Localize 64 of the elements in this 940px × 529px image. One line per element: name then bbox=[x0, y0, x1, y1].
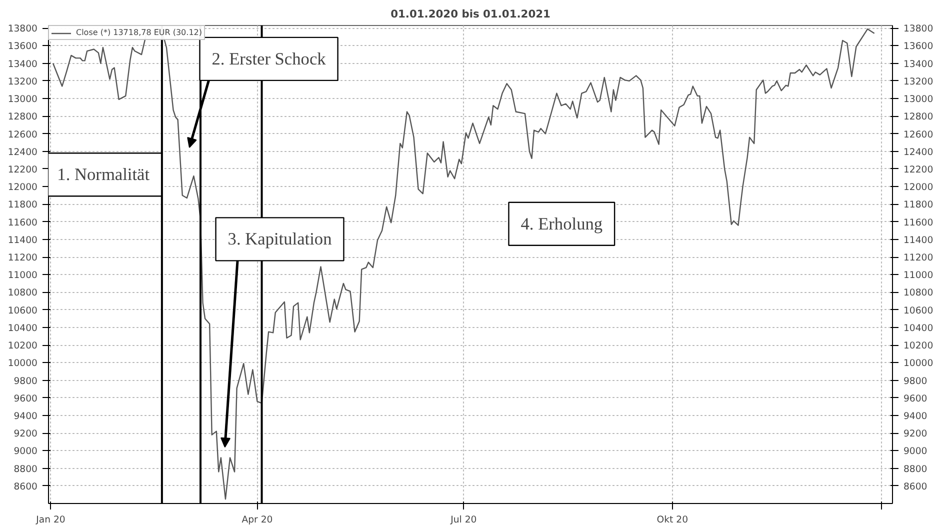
y-tick-label: 11400 bbox=[8, 234, 38, 246]
y-tick-label: 11800 bbox=[8, 200, 38, 211]
y2-tick-label: 9400 bbox=[904, 410, 928, 422]
y-tick-label: 10600 bbox=[8, 305, 38, 316]
y-tick-label: 11200 bbox=[8, 252, 38, 264]
y2-tick-label: 10800 bbox=[904, 288, 934, 299]
y2-tick-label: 8800 bbox=[904, 464, 928, 475]
annotation: 3. Kapitulation bbox=[228, 230, 332, 249]
y-tick-label: 13400 bbox=[8, 58, 38, 70]
y-tick-label: 13000 bbox=[8, 94, 38, 106]
x-tick-label: Okt 20 bbox=[656, 514, 688, 526]
y-tick-label: 12600 bbox=[8, 129, 38, 140]
y2-tick-label: 11200 bbox=[904, 252, 934, 264]
y-tick-label: 12400 bbox=[8, 146, 38, 158]
y2-tick-label: 10400 bbox=[904, 322, 934, 334]
y-tick-label: 8800 bbox=[14, 464, 38, 475]
y-tick-label: 9600 bbox=[14, 393, 38, 404]
y-tick-label: 9400 bbox=[14, 410, 38, 422]
y2-tick-label: 9200 bbox=[904, 428, 928, 440]
y-tick-label: 9800 bbox=[14, 376, 38, 387]
y2-tick-label: 10200 bbox=[904, 340, 934, 352]
y2-tick-label: 10600 bbox=[904, 305, 934, 316]
y2-tick-label: 13800 bbox=[904, 24, 934, 35]
y2-tick-label: 9000 bbox=[904, 446, 928, 458]
y-tick-label: 10000 bbox=[8, 358, 38, 370]
y2-tick-label: 12000 bbox=[904, 182, 934, 194]
y2-tick-label: 11400 bbox=[904, 234, 934, 246]
y2-tick-label: 11800 bbox=[904, 200, 934, 211]
y2-tick-label: 13000 bbox=[904, 94, 934, 106]
y2-tick-label: 13200 bbox=[904, 76, 934, 88]
annotation: 4. Erholung bbox=[520, 214, 603, 234]
y2-tick-label: 12400 bbox=[904, 146, 934, 158]
y2-tick-label: 11000 bbox=[904, 270, 934, 282]
y2-tick-label: 9600 bbox=[904, 393, 928, 404]
y2-tick-label: 13400 bbox=[904, 58, 934, 70]
y-tick-label: 12200 bbox=[8, 164, 38, 176]
x-tick-label: Jan 20 bbox=[35, 514, 66, 526]
y-tick-label: 13800 bbox=[8, 24, 38, 35]
legend-label: Close (*) 13718,78 EUR (30.12) bbox=[76, 28, 202, 37]
annotation: 2. Erster Schock bbox=[212, 49, 326, 68]
annotation: 1. Normalität bbox=[57, 165, 150, 184]
x-tick-label: Jul 20 bbox=[450, 514, 477, 526]
y-tick-label: 10800 bbox=[8, 288, 38, 299]
y-tick-label: 10400 bbox=[8, 322, 38, 334]
y-tick-label: 12000 bbox=[8, 182, 38, 194]
y2-tick-label: 12800 bbox=[904, 112, 934, 123]
y2-tick-label: 13600 bbox=[904, 41, 934, 52]
y2-tick-label: 10000 bbox=[904, 358, 934, 370]
y-tick-label: 8600 bbox=[14, 481, 38, 492]
y2-tick-label: 12200 bbox=[904, 164, 934, 176]
y2-tick-label: 11600 bbox=[904, 217, 934, 228]
y-tick-label: 12800 bbox=[8, 112, 38, 123]
y-tick-label: 11000 bbox=[8, 270, 38, 282]
y2-tick-label: 12600 bbox=[904, 129, 934, 140]
y-tick-label: 10200 bbox=[8, 340, 38, 352]
chart-title: 01.01.2020 bis 01.01.2021 bbox=[390, 8, 550, 20]
y2-tick-label: 8600 bbox=[904, 481, 928, 492]
y-tick-label: 13600 bbox=[8, 41, 38, 52]
x-tick-label: Apr 20 bbox=[242, 514, 273, 526]
y-tick-label: 9000 bbox=[14, 446, 38, 458]
y-tick-label: 13200 bbox=[8, 76, 38, 88]
y-tick-label: 11600 bbox=[8, 217, 38, 228]
y-tick-label: 9200 bbox=[14, 428, 38, 440]
y2-tick-label: 9800 bbox=[904, 376, 928, 387]
